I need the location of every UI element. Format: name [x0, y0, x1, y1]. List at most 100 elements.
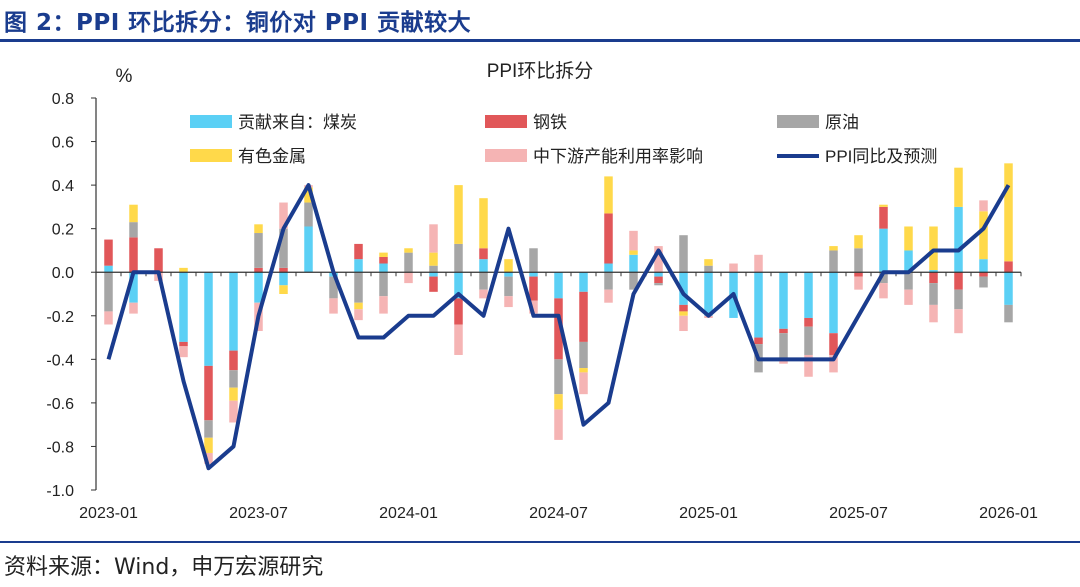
bar-segment-nonferrous: [429, 252, 438, 266]
bar-segment-capacity: [604, 289, 613, 303]
bar-segment-nonferrous: [879, 204, 888, 207]
bar-segment-steel: [754, 337, 763, 345]
bar-segment-steel: [279, 267, 288, 273]
bar-segment-steel: [379, 256, 388, 264]
bar-segment-oil: [254, 233, 263, 268]
bar-segment-capacity: [554, 409, 563, 440]
bar-segment-capacity: [329, 298, 338, 314]
legend-swatch: [190, 115, 232, 128]
bar-segment-oil: [829, 250, 838, 273]
bar-segment-oil: [354, 272, 363, 303]
bar-segment-coal: [279, 272, 288, 286]
ppi-line: [106, 183, 1011, 471]
y-axis-unit-label: %: [116, 66, 133, 87]
bar-segment-oil: [679, 235, 688, 273]
legend-label: 钢铁: [533, 113, 567, 132]
bar-segment-capacity: [579, 372, 588, 395]
bar-segment-nonferrous: [604, 176, 613, 214]
legend-swatch: [777, 115, 819, 128]
bar-segment-coal: [929, 270, 938, 273]
bar-segment-coal: [129, 272, 138, 303]
bar-segment-nonferrous: [379, 252, 388, 257]
bar-segment-coal: [204, 272, 213, 366]
bar-segment-steel: [454, 298, 463, 325]
bar-segment-capacity: [129, 302, 138, 314]
bar-segment-coal: [479, 259, 488, 273]
bar-segment-steel: [854, 272, 863, 277]
bar-segment-coal: [904, 250, 913, 273]
legend-swatch: [485, 149, 527, 162]
bar-segment-nonferrous: [479, 198, 488, 249]
bar-segment-capacity: [754, 254, 763, 273]
x-tick-label: 2024-01: [379, 505, 438, 522]
bar-segment-oil: [429, 265, 438, 273]
bar-segment-nonferrous: [254, 224, 263, 234]
legend-label: 原油: [825, 113, 859, 132]
bar-stacks: [104, 163, 1013, 464]
x-tick-label: 2026-01: [979, 505, 1038, 522]
y-tick-label: -0.6: [46, 396, 74, 413]
legend-label: PPI同比及预测: [825, 147, 937, 166]
bar-segment-steel: [479, 248, 488, 260]
bar-segment-oil: [204, 420, 213, 438]
bar-segment-nonferrous: [979, 211, 988, 260]
bar-segment-oil: [529, 248, 538, 273]
source-note: 资料来源：Wind，申万宏源研究: [4, 555, 324, 580]
bar-segment-nonferrous: [179, 267, 188, 273]
bar-segment-capacity: [104, 311, 113, 325]
bar-segment-coal: [779, 272, 788, 329]
bar-segment-nonferrous: [904, 226, 913, 251]
bar-segment-capacity: [229, 400, 238, 423]
bar-segment-capacity: [629, 230, 638, 251]
bar-segment-capacity: [454, 324, 463, 355]
bar-segment-steel: [929, 272, 938, 284]
bar-segment-steel: [779, 328, 788, 334]
bar-segment-capacity: [779, 359, 788, 364]
bar-segment-steel: [829, 333, 838, 355]
bar-segment-oil: [379, 272, 388, 297]
bar-segment-coal: [879, 228, 888, 273]
bar-segment-steel: [429, 276, 438, 292]
bar-segment-capacity: [479, 289, 488, 299]
y-tick-label: 0.8: [52, 91, 74, 108]
bar-segment-oil: [404, 252, 413, 273]
bar-segment-oil: [629, 272, 638, 290]
y-tick-label: 0.0: [52, 265, 74, 282]
bar-segment-nonferrous: [279, 285, 288, 294]
bar-segment-coal: [179, 272, 188, 342]
ppi-line-layer: [106, 183, 1011, 471]
bar-segment-capacity: [504, 296, 513, 308]
bar-segment-capacity: [654, 246, 663, 273]
bar-segment-steel: [879, 206, 888, 229]
bar-segment-oil: [604, 272, 613, 290]
bar-segment-capacity: [979, 200, 988, 212]
x-tick-label: 2025-07: [829, 505, 888, 522]
bar-segment-steel: [604, 213, 613, 264]
bar-segment-steel: [979, 272, 988, 277]
bar-segment-oil: [929, 283, 938, 305]
chart-title: PPI环比拆分: [487, 60, 594, 82]
bar-segment-nonferrous: [404, 248, 413, 253]
bar-segment-steel: [204, 365, 213, 421]
bar-segment-steel: [654, 276, 663, 284]
x-tick-label: 2024-07: [529, 505, 588, 522]
bar-segment-nonferrous: [854, 235, 863, 249]
bar-segment-oil: [454, 243, 463, 273]
bar-segment-capacity: [929, 304, 938, 323]
legend-swatch: [485, 115, 527, 128]
bar-segment-oil: [854, 248, 863, 273]
bar-segment-nonferrous: [704, 259, 713, 266]
x-tick-label: 2025-01: [679, 505, 738, 522]
bar-segment-oil: [954, 289, 963, 310]
bar-segment-coal: [754, 272, 763, 338]
y-tick-label: 0.4: [52, 178, 74, 195]
legend-label: 贡献来自：煤炭: [238, 113, 357, 132]
bar-segment-steel: [954, 272, 963, 290]
bar-segment-nonferrous: [554, 394, 563, 410]
bar-segment-coal: [829, 272, 838, 334]
bar-segment-coal: [704, 272, 713, 316]
bar-segment-coal: [254, 272, 263, 303]
bar-segment-coal: [604, 263, 613, 273]
bar-segment-nonferrous: [954, 167, 963, 207]
bar-segment-steel: [104, 239, 113, 266]
